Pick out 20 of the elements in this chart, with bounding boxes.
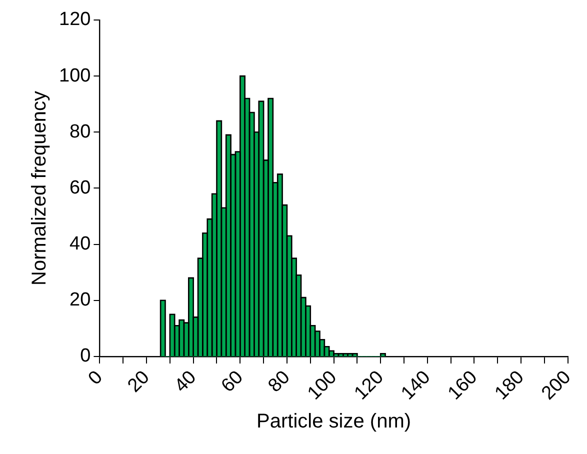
x-tick-label: 120	[350, 366, 388, 404]
x-tick-label: 40	[170, 366, 201, 397]
y-tick-label: 120	[59, 9, 91, 30]
x-tick-label: 80	[264, 366, 294, 397]
y-tick-label: 0	[80, 346, 91, 367]
x-tick-label: 160	[444, 366, 482, 404]
y-tick-label: 80	[70, 121, 91, 142]
x-tick-label: 0	[84, 366, 107, 390]
y-tick-label: 20	[70, 290, 91, 311]
y-tick-label: 100	[59, 65, 91, 86]
x-tick-label: 140	[397, 366, 435, 404]
x-tick-label: 60	[218, 366, 248, 397]
y-axis-title: Normalized frequency	[28, 90, 51, 286]
x-tick-label: 100	[304, 366, 342, 404]
y-tick-label: 40	[70, 234, 91, 255]
x-axis-title: Particle size (nm)	[256, 410, 412, 433]
x-tick-label: 20	[124, 366, 154, 397]
y-tick-label: 60	[70, 177, 91, 198]
x-tick-label: 200	[538, 366, 576, 404]
x-tick-label: 180	[491, 366, 528, 404]
